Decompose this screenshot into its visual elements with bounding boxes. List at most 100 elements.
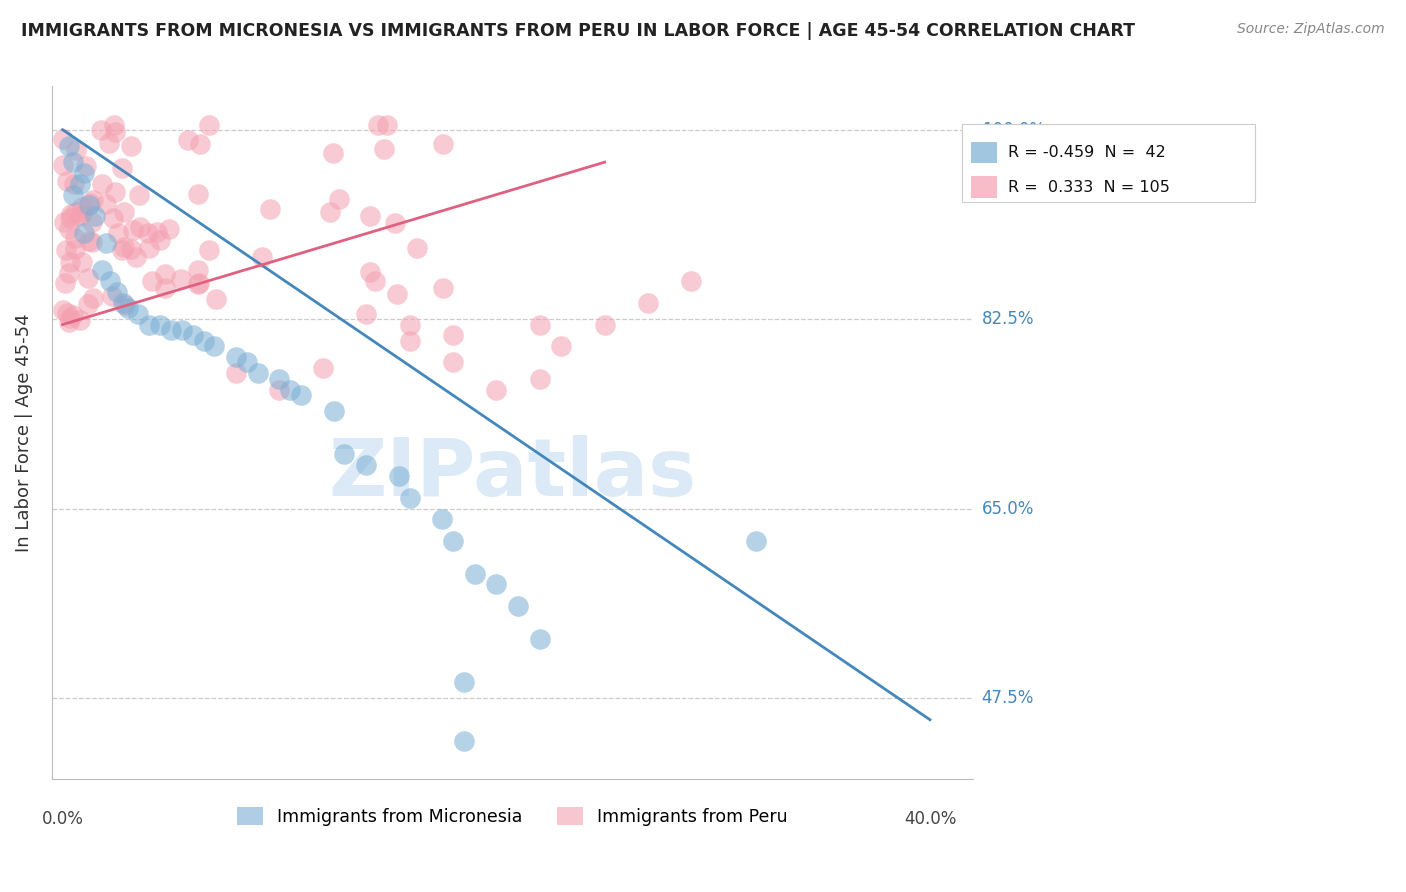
Bar bbox=[972, 142, 997, 163]
Point bbox=[149, 318, 172, 332]
Point bbox=[63, 177, 86, 191]
Point bbox=[485, 383, 508, 397]
Point bbox=[94, 197, 117, 211]
Text: IMMIGRANTS FROM MICRONESIA VS IMMIGRANTS FROM PERU IN LABOR FORCE | AGE 45-54 CO: IMMIGRANTS FROM MICRONESIA VS IMMIGRANTS… bbox=[21, 22, 1135, 40]
Point bbox=[79, 196, 101, 211]
Bar bbox=[972, 177, 997, 198]
Point bbox=[681, 274, 703, 288]
Point bbox=[75, 159, 97, 173]
Point bbox=[398, 334, 420, 348]
Point bbox=[62, 155, 84, 169]
Point bbox=[56, 306, 79, 320]
Point bbox=[58, 315, 80, 329]
Point bbox=[52, 132, 75, 146]
Point bbox=[236, 355, 259, 369]
Point bbox=[82, 291, 104, 305]
Point bbox=[138, 241, 160, 255]
Point bbox=[384, 216, 406, 230]
Point bbox=[246, 366, 269, 380]
Point bbox=[112, 240, 135, 254]
Point bbox=[98, 274, 121, 288]
Point bbox=[453, 674, 475, 689]
Point bbox=[328, 192, 350, 206]
Point bbox=[52, 158, 75, 172]
Point bbox=[359, 209, 381, 223]
Point bbox=[69, 177, 91, 191]
Point bbox=[177, 133, 200, 147]
Point bbox=[441, 355, 464, 369]
Point bbox=[359, 265, 381, 279]
Text: R = -0.459  N =  42: R = -0.459 N = 42 bbox=[1008, 145, 1166, 160]
Point bbox=[145, 225, 167, 239]
Point bbox=[138, 318, 160, 332]
Point bbox=[259, 202, 281, 216]
Point bbox=[70, 207, 93, 221]
Point bbox=[385, 287, 408, 301]
Text: 47.5%: 47.5% bbox=[981, 689, 1033, 707]
Point bbox=[59, 207, 82, 221]
Point bbox=[77, 198, 100, 212]
Point bbox=[250, 250, 273, 264]
Point bbox=[65, 143, 87, 157]
Point bbox=[112, 296, 135, 310]
Point bbox=[269, 383, 291, 397]
Point bbox=[197, 243, 219, 257]
Point bbox=[58, 222, 80, 236]
Point bbox=[485, 577, 508, 591]
Point bbox=[65, 205, 87, 219]
Text: 82.5%: 82.5% bbox=[981, 310, 1035, 328]
Point bbox=[103, 118, 125, 132]
Point bbox=[120, 139, 142, 153]
Point bbox=[117, 301, 139, 316]
Point bbox=[62, 187, 84, 202]
Point bbox=[188, 276, 211, 290]
Point bbox=[202, 339, 225, 353]
Point bbox=[745, 534, 768, 549]
Text: 65.0%: 65.0% bbox=[981, 500, 1033, 517]
Point bbox=[73, 226, 96, 240]
Point bbox=[72, 255, 94, 269]
Point bbox=[82, 235, 104, 249]
Point bbox=[59, 211, 82, 226]
Point bbox=[94, 236, 117, 251]
Point bbox=[550, 339, 572, 353]
Point bbox=[63, 231, 86, 245]
Point bbox=[187, 277, 209, 292]
Point bbox=[322, 146, 344, 161]
Point bbox=[73, 166, 96, 180]
Point bbox=[637, 296, 659, 310]
Point bbox=[58, 266, 80, 280]
Point bbox=[593, 318, 616, 332]
Point bbox=[398, 318, 420, 332]
Point bbox=[322, 404, 344, 418]
Point bbox=[59, 255, 82, 269]
Point bbox=[127, 307, 149, 321]
Point bbox=[529, 372, 551, 386]
Point bbox=[364, 273, 387, 287]
Point bbox=[405, 241, 427, 255]
Point bbox=[136, 226, 159, 240]
Y-axis label: In Labor Force | Age 45-54: In Labor Force | Age 45-54 bbox=[15, 313, 32, 552]
Point bbox=[529, 318, 551, 332]
Point bbox=[312, 360, 335, 375]
Point bbox=[225, 366, 247, 380]
Point bbox=[319, 205, 342, 219]
Point bbox=[373, 141, 395, 155]
Point bbox=[141, 274, 163, 288]
Point bbox=[70, 201, 93, 215]
Text: 100.0%: 100.0% bbox=[981, 120, 1045, 138]
Point bbox=[52, 302, 75, 317]
Point bbox=[79, 234, 101, 248]
Point bbox=[111, 243, 134, 257]
Point bbox=[129, 220, 152, 235]
Point bbox=[375, 118, 398, 132]
Point bbox=[56, 174, 79, 188]
Point bbox=[170, 272, 193, 286]
Point bbox=[122, 223, 145, 237]
Point bbox=[91, 177, 114, 191]
Point bbox=[104, 125, 127, 139]
Point bbox=[53, 277, 76, 291]
Point bbox=[120, 243, 142, 257]
Point bbox=[105, 285, 128, 299]
Point bbox=[153, 267, 176, 281]
